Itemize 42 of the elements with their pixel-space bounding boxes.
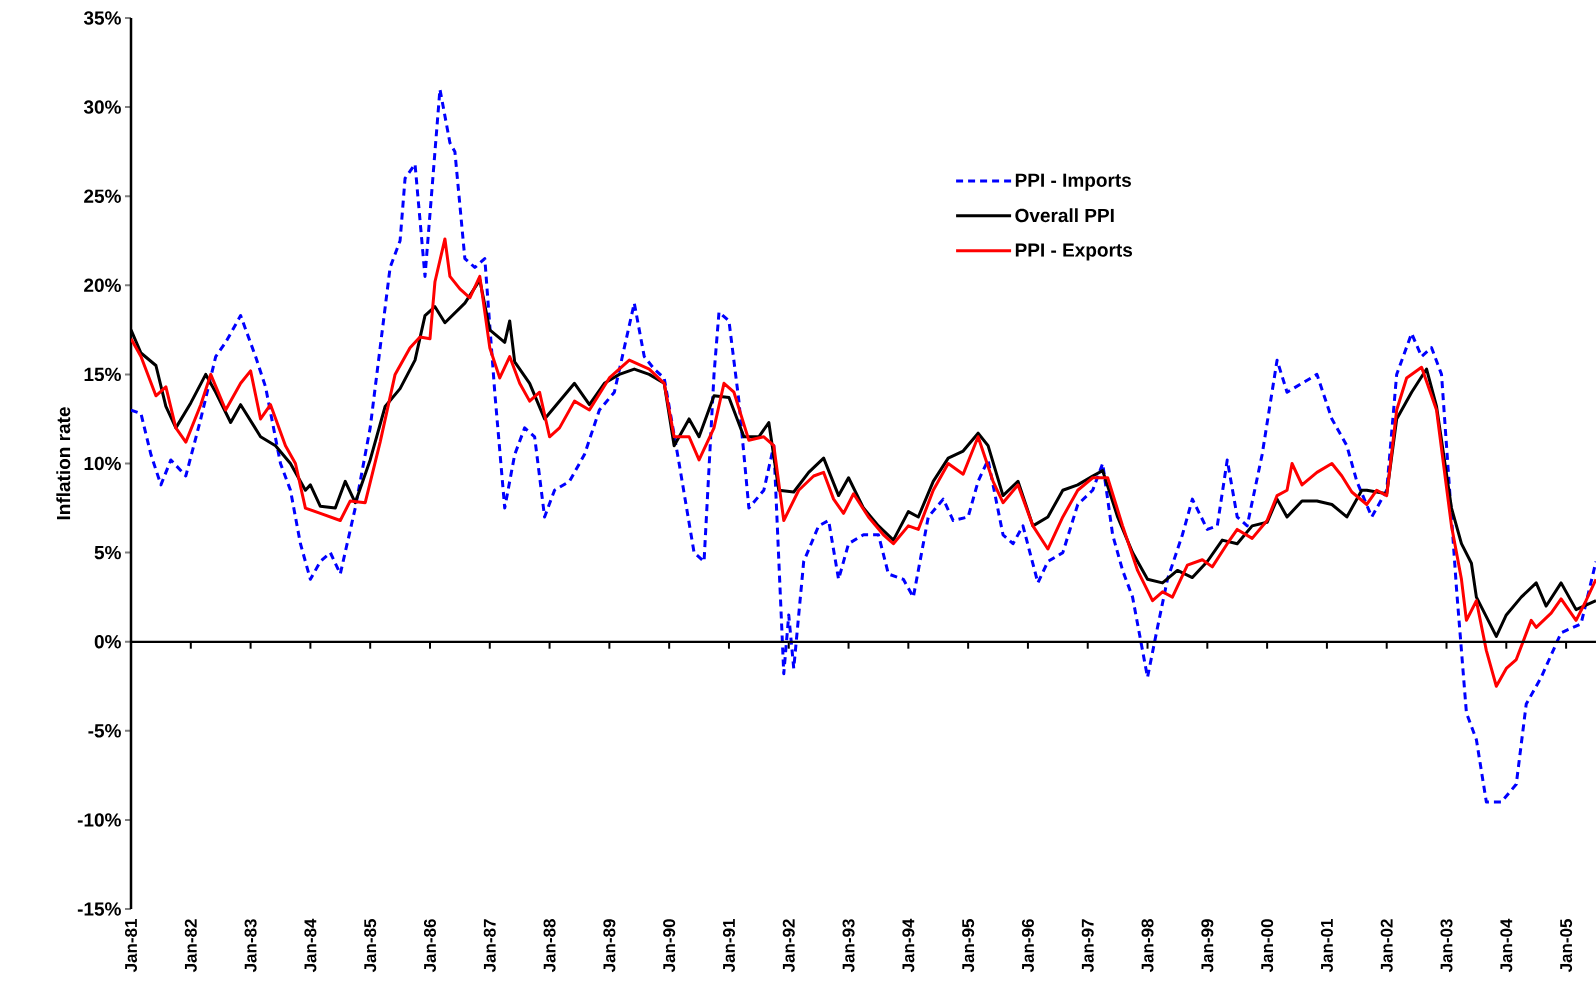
y-tick-label: 10% [84,456,121,471]
x-tick-label: Jan-98 [1141,919,1154,973]
x-tick-label: Jan-93 [842,919,855,973]
y-axis-title: Inflation rate [56,407,71,520]
x-tick-label: Jan-89 [603,919,616,973]
x-tick-label: Jan-03 [1440,919,1453,973]
y-tick-label: 5% [94,545,121,560]
x-tick-label: Jan-90 [663,919,676,973]
line-series [131,87,1596,804]
x-tick-label: Jan-94 [902,918,915,973]
legend-label: PPI - Exports [1015,243,1133,261]
x-tick-label: Jan-00 [1261,919,1274,973]
y-tick-label: -15% [77,902,121,916]
x-tick-label: Jan-04 [1500,918,1513,973]
x-tick-label: Jan-83 [244,919,257,973]
x-tick-label: Jan-95 [962,919,975,973]
x-tick-label: Jan-84 [304,918,317,973]
y-tick-label: 30% [83,100,121,114]
x-tick-label: Jan-81 [124,919,138,973]
legend-label: Overall PPI [1015,208,1114,223]
y-tick-label: -10% [77,813,121,827]
x-tick-label: Jan-87 [483,919,496,973]
x-tick-label: Jan-96 [1021,919,1034,973]
x-tick-label: Jan-85 [364,919,377,973]
x-tick-label: Jan-91 [722,919,735,973]
legend-label: PPI - Imports [1015,173,1131,191]
line-series [131,237,1596,688]
x-tick-label: Jan-02 [1380,919,1393,973]
x-tick-label: Jan-88 [543,919,556,973]
x-tick-label: Jan-05 [1560,919,1573,973]
y-tick-label: 25% [84,189,121,203]
x-tick-label: Jan-86 [423,919,436,973]
x-tick-label: Jan-01 [1320,919,1333,973]
y-tick-label: -5% [88,724,121,738]
y-tick-label: 0% [94,634,121,649]
y-tick-label: 15% [84,367,121,382]
x-tick-label: Jan-82 [184,919,197,973]
x-tick-label: Jan-92 [782,919,795,973]
y-tick-label: 35% [83,11,121,25]
y-tick-label: 20% [84,278,121,293]
x-tick-label: Jan-97 [1081,919,1094,973]
x-tick-label: Jan-99 [1201,919,1214,973]
